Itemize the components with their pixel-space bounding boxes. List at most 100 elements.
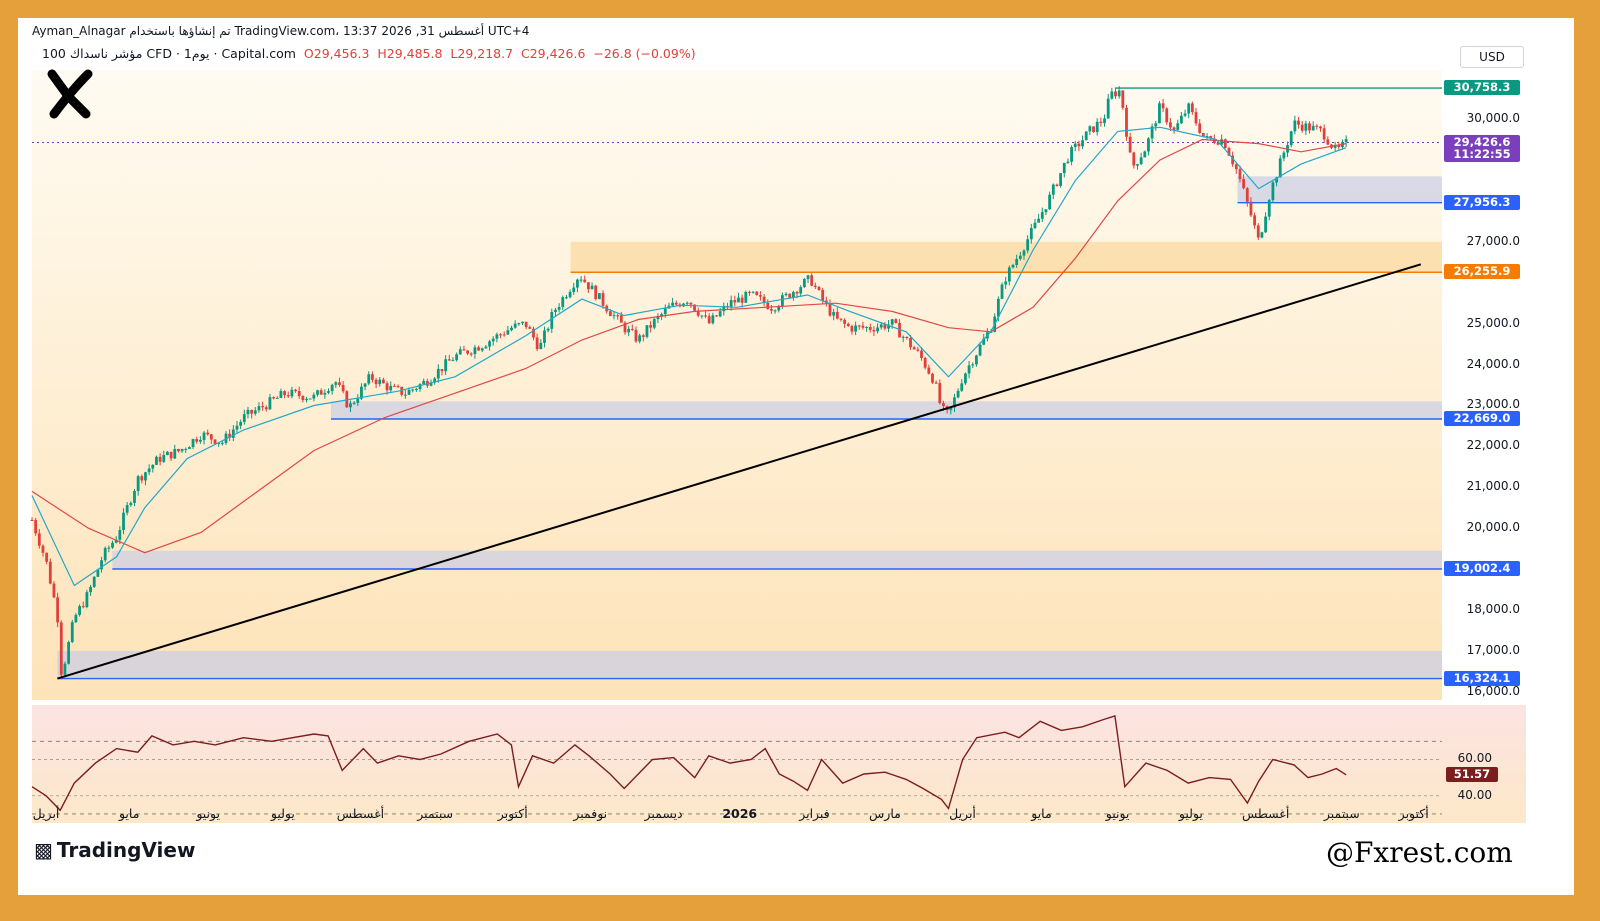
candle xyxy=(517,322,521,326)
time-axis-label: أكتوبر xyxy=(497,806,528,821)
candle xyxy=(367,371,371,386)
time-axis-label: 2026 xyxy=(722,806,758,821)
candle-body xyxy=(1015,258,1019,265)
candle xyxy=(103,546,107,563)
candle-body xyxy=(1333,145,1337,148)
symbol-name[interactable]: 100 مؤشر ناسداك CFD · 1يوم · Capital.com xyxy=(42,46,296,61)
candle-body xyxy=(704,315,707,317)
candle-body xyxy=(290,389,294,397)
time-axis-label: أغسطس xyxy=(1241,806,1290,821)
candle-body xyxy=(1048,194,1052,210)
candle-body xyxy=(975,355,978,365)
candle xyxy=(34,517,38,536)
candle-body xyxy=(1172,127,1176,130)
candle-body xyxy=(656,316,660,320)
candle-body xyxy=(608,311,612,316)
candle-body xyxy=(360,386,363,399)
candle xyxy=(1088,125,1092,136)
candle xyxy=(535,333,539,352)
candle-body xyxy=(122,512,125,530)
candle xyxy=(630,324,634,331)
candle xyxy=(488,339,491,351)
currency-button[interactable]: USD xyxy=(1460,46,1524,68)
candle-body xyxy=(1040,212,1044,219)
time-axis-label: أبريل xyxy=(32,806,60,821)
candle-body xyxy=(967,365,971,374)
candle-body xyxy=(791,292,795,298)
candle xyxy=(1264,212,1267,233)
candle xyxy=(473,344,477,359)
candle xyxy=(144,471,147,486)
candle-body xyxy=(177,448,180,452)
candle-body xyxy=(561,297,565,308)
candle-body xyxy=(1150,126,1154,139)
candle-body xyxy=(1337,145,1341,148)
candle-body xyxy=(1271,182,1275,201)
candle xyxy=(477,345,480,351)
candle-body xyxy=(100,560,103,570)
candle-body xyxy=(568,291,572,298)
candle-body xyxy=(41,545,45,553)
candle-body xyxy=(597,293,601,300)
candle xyxy=(1037,213,1041,223)
candle xyxy=(495,332,499,343)
candle-body xyxy=(521,321,524,324)
trendline[interactable] xyxy=(57,263,1422,680)
candle xyxy=(1026,235,1030,254)
candle-body xyxy=(1007,267,1011,282)
candle-body xyxy=(887,324,890,329)
candle xyxy=(1245,187,1249,207)
candle-body xyxy=(586,282,590,290)
candle-body xyxy=(641,335,645,337)
candle xyxy=(810,273,814,287)
candle-body xyxy=(663,308,667,315)
candle-body xyxy=(352,402,356,404)
candle xyxy=(1062,162,1066,178)
candle-body xyxy=(971,364,975,366)
candle xyxy=(927,364,931,375)
candle xyxy=(1128,132,1132,153)
candle xyxy=(887,320,890,333)
candle xyxy=(253,407,257,416)
candle-body xyxy=(162,455,166,462)
candle-body xyxy=(440,369,444,372)
candle xyxy=(202,430,206,445)
candle-body xyxy=(755,291,759,296)
candle-body xyxy=(898,322,901,338)
candle-body xyxy=(147,468,151,473)
candle-body xyxy=(528,327,532,329)
candle xyxy=(872,326,876,336)
candle-body xyxy=(1092,126,1095,133)
candle xyxy=(539,339,543,350)
candle xyxy=(268,393,272,411)
candle-body xyxy=(748,291,751,293)
candle xyxy=(451,357,455,362)
candle xyxy=(1066,158,1070,164)
candle xyxy=(206,429,210,436)
candle-body xyxy=(1139,157,1143,165)
candle xyxy=(1077,140,1081,152)
candle xyxy=(286,391,290,398)
candle-body xyxy=(436,369,440,379)
candle-body xyxy=(158,456,162,462)
candle xyxy=(272,396,275,400)
candle-body xyxy=(283,391,286,396)
candle-body xyxy=(78,606,81,615)
price-tick-label: 30,000.0 xyxy=(1466,111,1520,126)
candle xyxy=(1048,191,1052,211)
candle-body xyxy=(715,315,718,317)
candle-body xyxy=(612,315,616,317)
candle-body xyxy=(1245,188,1249,202)
candle-body xyxy=(118,529,122,540)
candle xyxy=(748,290,751,296)
candle-body xyxy=(1084,131,1088,141)
candle-body xyxy=(202,432,206,440)
candle-body xyxy=(770,308,773,311)
candle xyxy=(1326,136,1330,146)
candle-body xyxy=(634,329,638,342)
candle-body xyxy=(316,390,319,395)
candle-body xyxy=(1278,158,1282,178)
time-axis-label: فبراير xyxy=(799,806,830,821)
candle xyxy=(352,401,356,405)
